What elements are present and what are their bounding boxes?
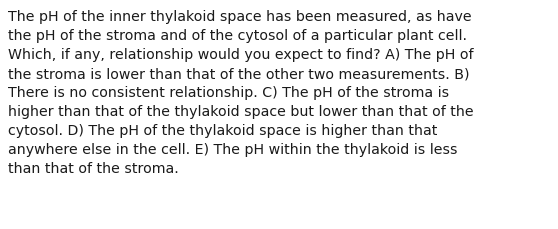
Text: The pH of the inner thylakoid space has been measured, as have
the pH of the str: The pH of the inner thylakoid space has … [8, 10, 473, 175]
